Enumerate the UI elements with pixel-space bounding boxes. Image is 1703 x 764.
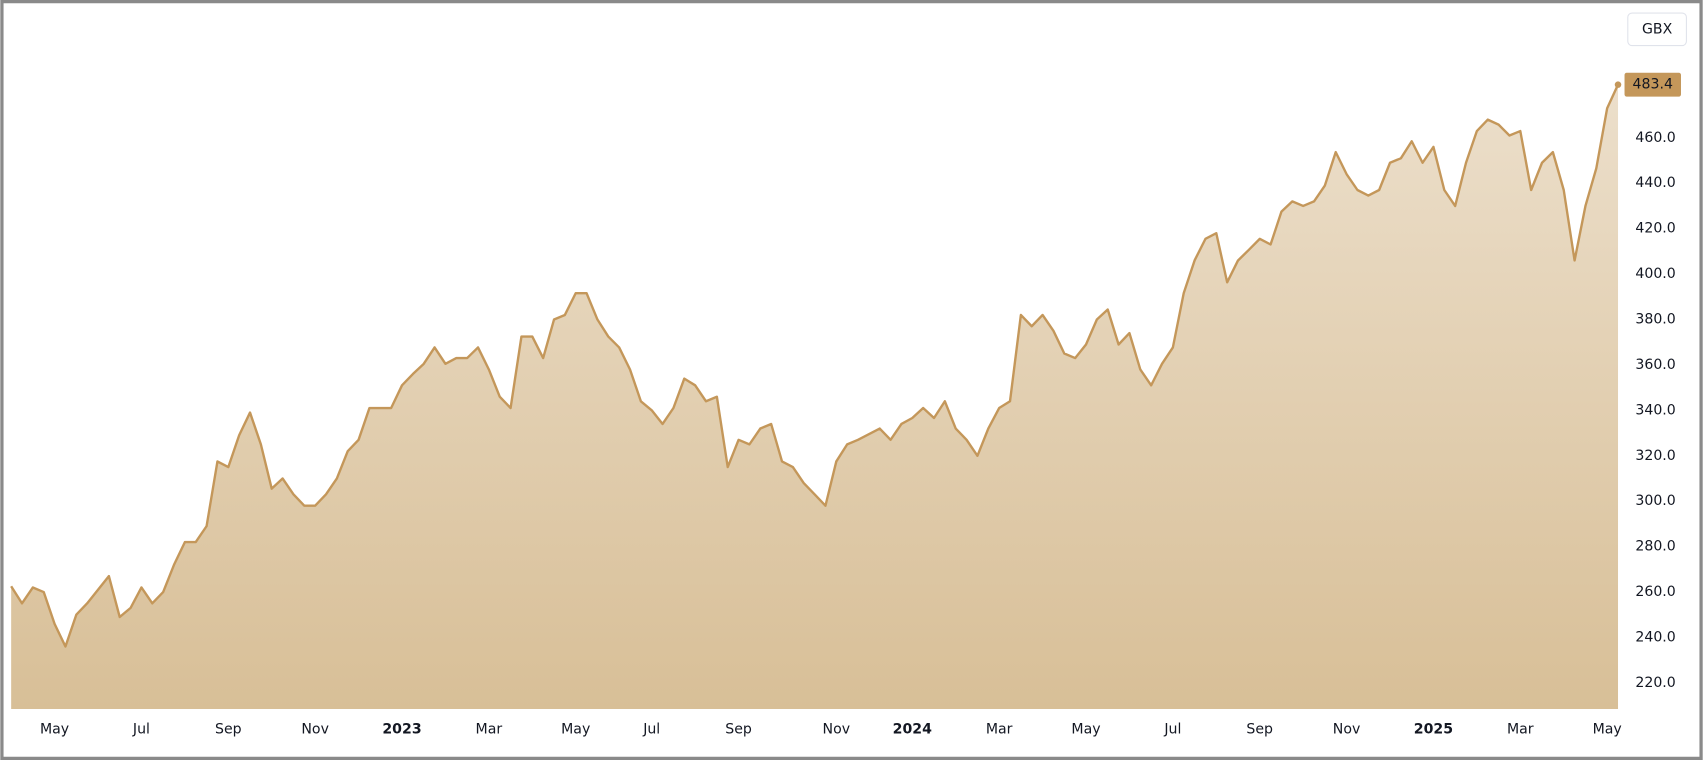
x-tick-label: Mar — [476, 722, 503, 738]
price-line — [10, 84, 1620, 648]
x-tick-label: May — [1071, 722, 1100, 738]
x-tick-label: Jul — [1163, 722, 1181, 738]
y-tick-label: 240.0 — [1635, 629, 1675, 645]
x-tick-label: Sep — [1246, 722, 1273, 738]
overlay: GBX — [1627, 12, 1687, 47]
y-tick-label: 260.0 — [1635, 584, 1675, 600]
area-fill — [11, 84, 1619, 709]
y-tick-label: 440.0 — [1635, 175, 1675, 191]
x-tick-label: Nov — [823, 722, 851, 738]
price-tag-label: 483.4 — [1633, 77, 1673, 93]
x-tick-label: Jul — [132, 722, 150, 738]
price-tag — [1624, 72, 1681, 97]
x-tick-label: 2025 — [1414, 722, 1453, 738]
y-tick-label: 220.0 — [1635, 675, 1675, 691]
y-tick-label: 400.0 — [1635, 266, 1675, 282]
x-tick-label: 2023 — [382, 722, 421, 738]
y-tick-label: 360.0 — [1635, 357, 1675, 373]
x-tick-label: May — [561, 722, 590, 738]
x-tick-label: Nov — [1333, 722, 1361, 738]
currency-label[interactable]: GBX — [1642, 21, 1673, 37]
y-tick-label: 420.0 — [1635, 221, 1675, 237]
x-tick-label: Sep — [215, 722, 242, 738]
x-tick-label: Jul — [642, 722, 660, 738]
currency-button[interactable] — [1627, 12, 1687, 47]
y-tick-label: 300.0 — [1635, 493, 1675, 509]
last-point — [1614, 81, 1622, 88]
plot: 220.0 240.0 260.0 280.0 300.0 320.0 340.0 360.0… — [10, 72, 1681, 738]
x-tick-label: 2024 — [893, 722, 932, 738]
x-tick-label: Mar — [986, 722, 1013, 738]
y-tick-label: 460.0 — [1635, 130, 1675, 146]
x-tick-label: May — [40, 722, 69, 738]
x-tick-label: Mar — [1507, 722, 1534, 738]
x-tick-label: Sep — [725, 722, 752, 738]
y-tick-label: 380.0 — [1635, 311, 1675, 327]
x-tick-label: May — [1593, 722, 1622, 738]
x-tick-label: Nov — [301, 722, 329, 738]
y-tick-label: 340.0 — [1635, 402, 1675, 418]
y-tick-label: 280.0 — [1635, 539, 1675, 555]
y-tick-label: 320.0 — [1635, 448, 1675, 464]
